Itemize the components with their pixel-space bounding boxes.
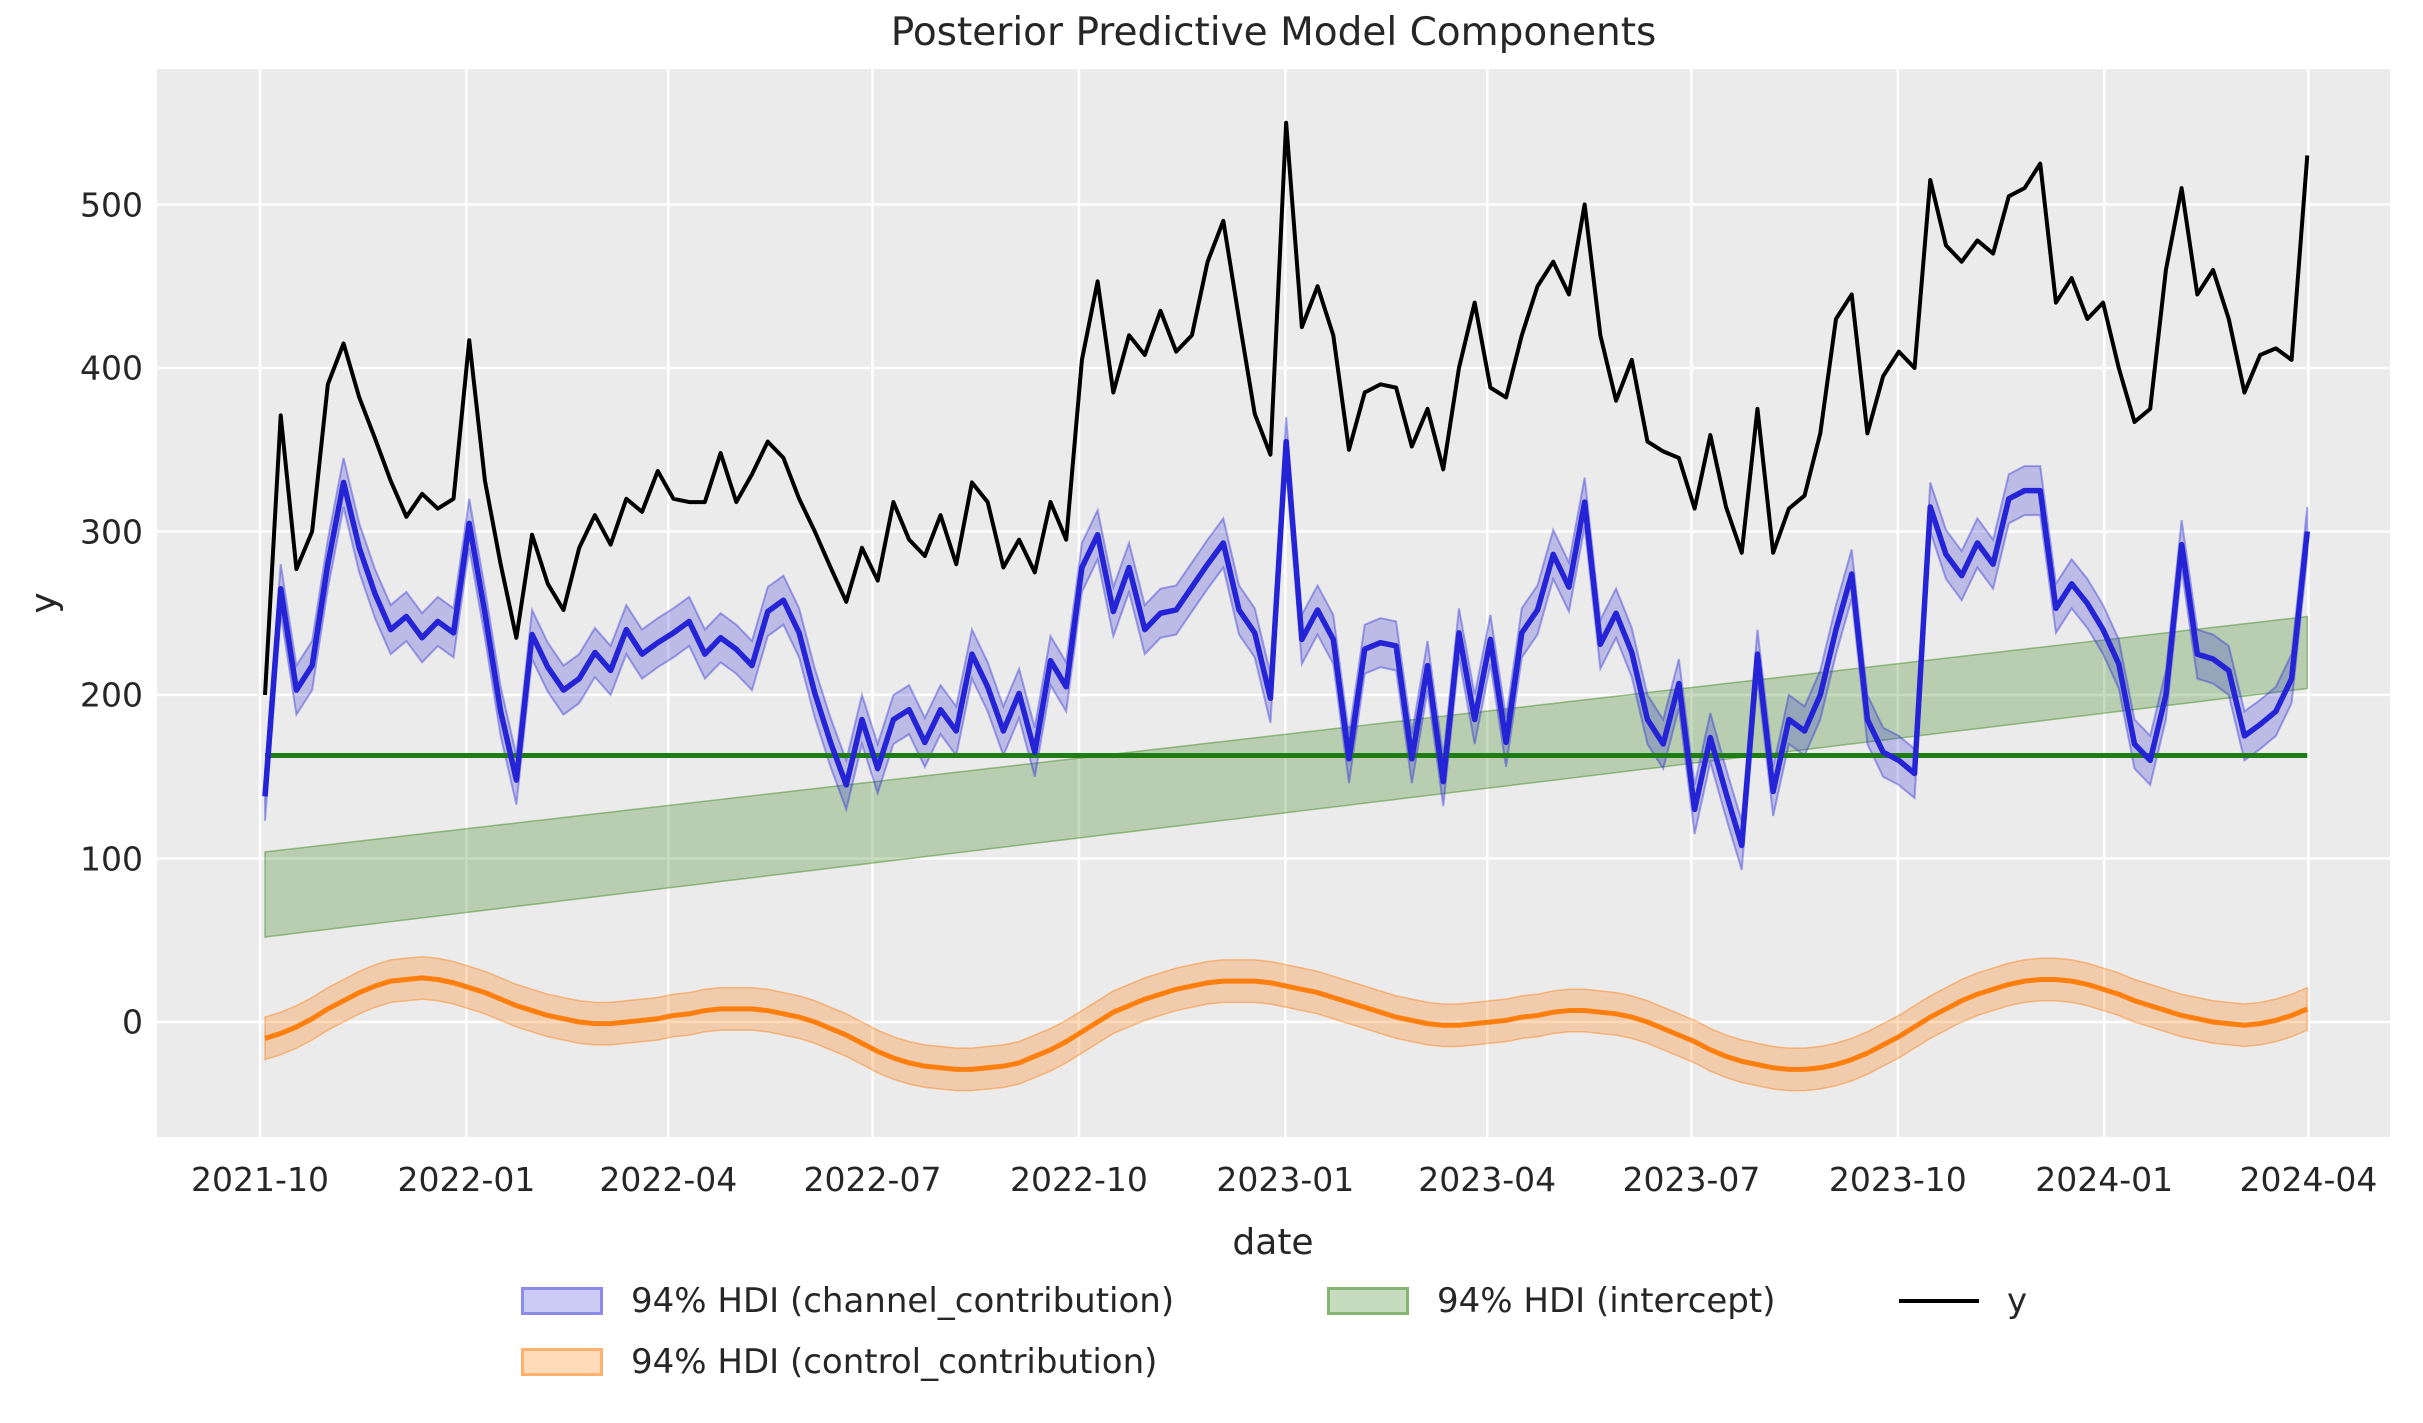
x-tick-label: 2022-10 [1009, 1160, 1148, 1199]
intercept-hdi-band [264, 615, 2309, 938]
x-tick-label: 2023-01 [1216, 1160, 1355, 1199]
x-axis-label: date [1232, 1222, 1314, 1263]
x-tick-label: 2022-01 [397, 1160, 536, 1199]
y-tick-label: 100 [80, 839, 143, 878]
legend-label-intercept: 94% HDI (intercept) [1437, 1281, 1776, 1321]
channel-hdi-swatch-icon [521, 1287, 603, 1315]
y-axis-label: y [23, 592, 65, 614]
y-tick-label: 300 [80, 512, 143, 551]
channel-line [262, 438, 2311, 849]
x-tick-label: 2021-10 [191, 1160, 329, 1199]
x-tick-label: 2023-07 [1622, 1160, 1761, 1199]
control-hdi-swatch-icon [521, 1348, 603, 1376]
legend-item-y: y [1899, 1284, 2027, 1318]
y-tick-label: 0 [122, 1002, 143, 1042]
legend-item-intercept: 94% HDI (intercept) [1327, 1284, 1776, 1318]
y-tick-label: 200 [80, 675, 143, 715]
x-tick-label: 2022-07 [803, 1160, 942, 1199]
legend-label-channel: 94% HDI (channel_contribution) [631, 1281, 1175, 1321]
x-tick-label: 2024-04 [2239, 1160, 2378, 1199]
legend-label-y: y [2007, 1281, 2028, 1321]
y-line-swatch-icon [1899, 1299, 1979, 1303]
x-tick-label: 2023-04 [1418, 1160, 1557, 1199]
x-tick-label: 2024-01 [2035, 1160, 2174, 1199]
legend-item-channel: 94% HDI (channel_contribution) [521, 1284, 1174, 1318]
x-tick-label: 2023-10 [1828, 1160, 1967, 1199]
legend-label-control: 94% HDI (control_contribution) [631, 1342, 1158, 1382]
chart-title: Posterior Predictive Model Components [890, 10, 1657, 55]
control-line [264, 975, 2309, 1072]
control-hdi-band [264, 955, 2309, 1092]
y-tick-label: 500 [80, 185, 143, 224]
x-tick-label: 2022-04 [599, 1160, 738, 1199]
y-tick-label: 400 [80, 348, 143, 388]
legend-item-control: 94% HDI (control_contribution) [521, 1345, 1157, 1379]
plot-area [157, 69, 2390, 1137]
y-observed-line [263, 120, 2310, 696]
intercept-hdi-swatch-icon [1327, 1287, 1409, 1315]
